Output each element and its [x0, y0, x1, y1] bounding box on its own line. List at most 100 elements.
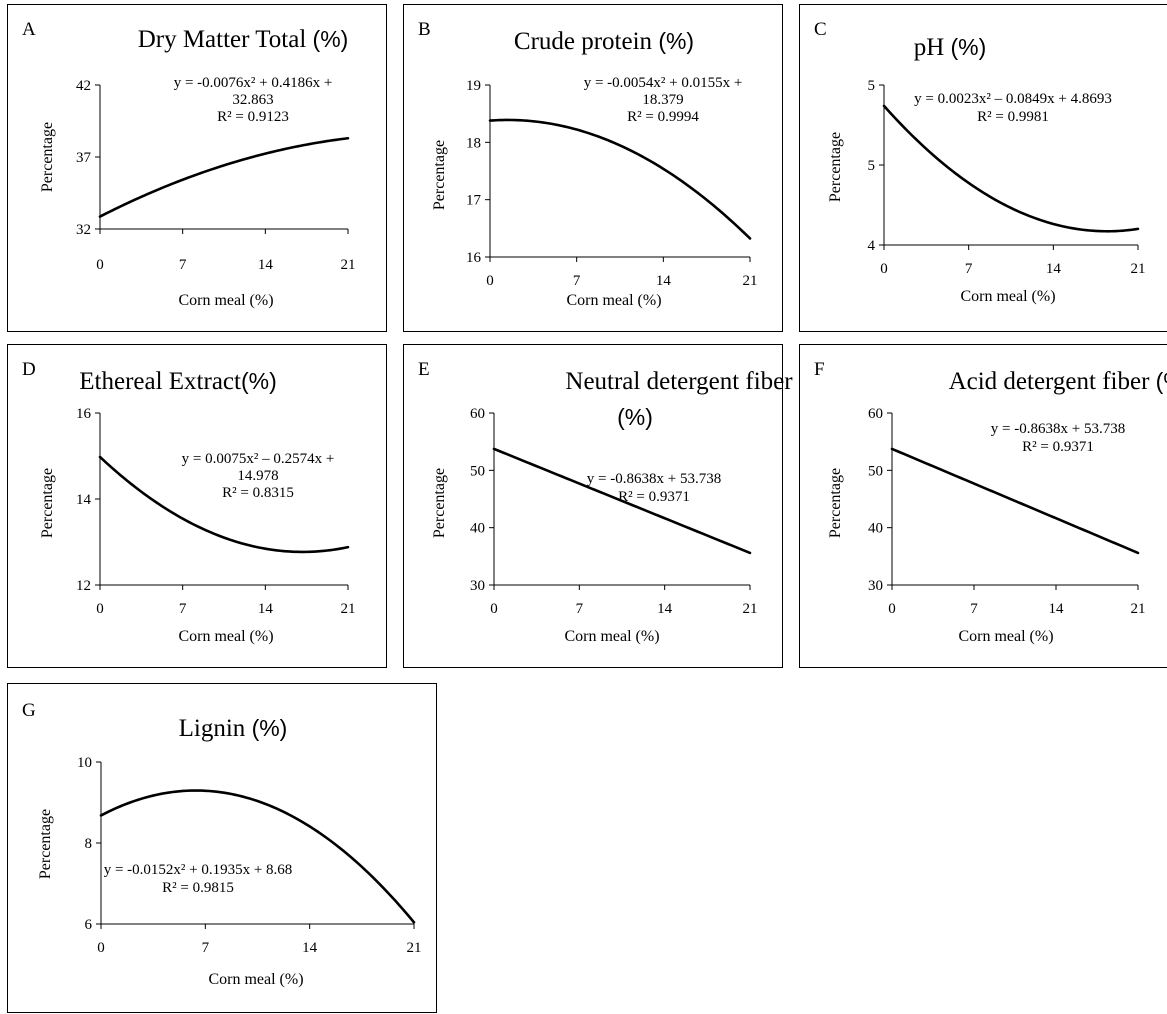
y-tick-label: 50 [868, 463, 883, 479]
y-tick-label: 19 [466, 78, 481, 94]
regression-equation-label: y = -0.8638x + 53.738 [587, 471, 721, 487]
x-tick-label: 0 [96, 257, 104, 273]
panel-letter: G [22, 700, 36, 721]
chart-svg: A Dry Matter Total (%) 32 37 42 0 7 14 21 Corn me… [22, 19, 356, 309]
x-tick-label: 0 [490, 601, 498, 617]
regression-equation-label: y = 0.0075x² – 0.2574x + [182, 451, 335, 467]
x-tick-label: 14 [258, 257, 274, 273]
x-tick-label: 7 [179, 601, 187, 617]
x-axis-label: Corn meal (%) [564, 628, 659, 645]
y-tick-label: 42 [76, 78, 91, 94]
x-tick-label: 0 [880, 261, 888, 277]
regression-equation-label: R² = 0.9371 [618, 489, 690, 505]
regression-equation-label: R² = 0.9981 [977, 109, 1049, 125]
x-tick-label: 21 [1131, 601, 1146, 617]
x-tick-label: 7 [576, 601, 584, 617]
x-axis-label: Corn meal (%) [960, 288, 1055, 305]
chart-title: Crude protein (%) [514, 28, 694, 55]
x-axis-label: Corn meal (%) [178, 628, 273, 645]
y-tick-label: 10 [77, 755, 92, 771]
chart-svg: F Acid detergent fiber (%) 30 40 50 60 0 7 14 21 C… [814, 359, 1167, 645]
y-tick-label: 16 [76, 406, 92, 422]
trend-line [98, 136, 350, 218]
x-tick-label: 7 [573, 273, 581, 289]
y-tick-label: 14 [76, 492, 92, 508]
x-tick-label: 14 [656, 273, 672, 289]
y-tick-label: 30 [470, 578, 485, 594]
x-tick-label: 14 [258, 601, 274, 617]
y-tick-label: 12 [76, 578, 91, 594]
regression-equation-label: 32.863 [232, 92, 273, 108]
chart-title: Ethereal Extract(%) [79, 368, 277, 395]
regression-equation-label: R² = 0.9371 [1022, 439, 1094, 455]
x-tick-label: 21 [341, 601, 356, 617]
chart-svg: CpH (%) 4 5 5 0 7 14 21 Corn meal (%) Percentage y… [814, 19, 1146, 305]
trend-line [492, 447, 752, 555]
x-tick-label: 0 [96, 601, 104, 617]
trend-line [882, 104, 1140, 233]
chart-panel-g: G Lignin (%) 6 8 10 0 7 14 21 Corn meal (%) Percen… [7, 683, 437, 1013]
x-tick-label: 14 [302, 940, 318, 956]
x-tick-label: 7 [970, 601, 978, 617]
y-tick-label: 60 [470, 406, 485, 422]
x-axis-label: Corn meal (%) [958, 628, 1053, 645]
regression-equation-label: R² = 0.9123 [217, 109, 289, 125]
panel-letter: E [418, 359, 430, 380]
x-tick-label: 21 [1131, 261, 1146, 277]
regression-equation-label: y = -0.0076x² + 0.4186x + [174, 75, 333, 91]
trend-line [890, 447, 1140, 555]
y-axis-label: Percentage [431, 140, 448, 210]
y-tick-label: 5 [868, 78, 876, 94]
chart-svg: D Ethereal Extract(%) 12 14 16 0 7 14 21 Corn mea… [22, 359, 356, 645]
chart-panel-f: F Acid detergent fiber (%) 30 40 50 60 0 7 14 21 C… [799, 344, 1167, 668]
y-tick-label: 17 [466, 193, 482, 209]
chart-title: Dry Matter Total (%) [138, 26, 349, 53]
trend-line [488, 118, 752, 240]
x-tick-label: 0 [486, 273, 494, 289]
regression-equation-label: 14.978 [237, 468, 278, 484]
y-tick-label: 30 [868, 578, 883, 594]
chart-title: Acid detergent fiber (%) [949, 368, 1167, 395]
chart-svg: E Neutral detergent fiber (%) 30 40 50 60 0 7 14 2… [418, 359, 793, 645]
regression-equation-label: y = -0.8638x + 53.738 [991, 421, 1125, 437]
x-tick-label: 0 [888, 601, 896, 617]
regression-equation-label: y = 0.0023x² – 0.0849x + 4.8693 [914, 91, 1112, 107]
y-tick-label: 4 [868, 238, 876, 254]
y-axis-label: Percentage [39, 122, 56, 192]
panel-letter: C [814, 19, 827, 40]
chart-svg: G Lignin (%) 6 8 10 0 7 14 21 Corn meal (%) Percen… [22, 700, 422, 988]
y-axis-label: Percentage [431, 468, 448, 538]
y-axis-label: Percentage [827, 468, 844, 538]
x-tick-label: 14 [1046, 261, 1062, 277]
x-tick-label: 14 [657, 601, 673, 617]
y-tick-label: 50 [470, 463, 485, 479]
y-tick-label: 40 [868, 521, 883, 537]
regression-equation-label: y = -0.0054x² + 0.0155x + [584, 75, 743, 91]
x-tick-label: 21 [341, 257, 356, 273]
y-tick-label: 5 [868, 158, 876, 174]
x-axis-label: Corn meal (%) [178, 292, 273, 309]
x-tick-label: 21 [743, 273, 758, 289]
chart-panel-b: B Crude protein (%) 16 17 18 19 0 7 14 21 Corn mea… [403, 4, 783, 332]
regression-equation-label: 18.379 [642, 92, 683, 108]
x-axis-label: Corn meal (%) [208, 971, 303, 988]
x-axis-label: Corn meal (%) [566, 292, 661, 309]
y-tick-label: 60 [868, 406, 883, 422]
y-tick-label: 37 [76, 150, 92, 166]
y-tick-label: 8 [85, 836, 93, 852]
x-tick-label: 21 [743, 601, 758, 617]
y-tick-label: 32 [76, 222, 91, 238]
chart-panel-d: D Ethereal Extract(%) 12 14 16 0 7 14 21 Corn mea… [7, 344, 387, 668]
chart-title: pH (%) [914, 34, 987, 61]
x-tick-label: 7 [202, 940, 210, 956]
regression-equation-label: R² = 0.9994 [627, 109, 699, 125]
y-tick-label: 6 [85, 917, 93, 933]
panel-letter: A [22, 19, 36, 40]
y-axis-label: Percentage [827, 132, 844, 202]
trend-line [98, 455, 350, 554]
x-tick-label: 21 [407, 940, 422, 956]
chart-title-line2: (%) [617, 404, 653, 430]
chart-title: Neutral detergent fiber [565, 368, 793, 395]
chart-panel-e: E Neutral detergent fiber (%) 30 40 50 60 0 7 14 2… [403, 344, 793, 668]
x-tick-label: 14 [1049, 601, 1065, 617]
